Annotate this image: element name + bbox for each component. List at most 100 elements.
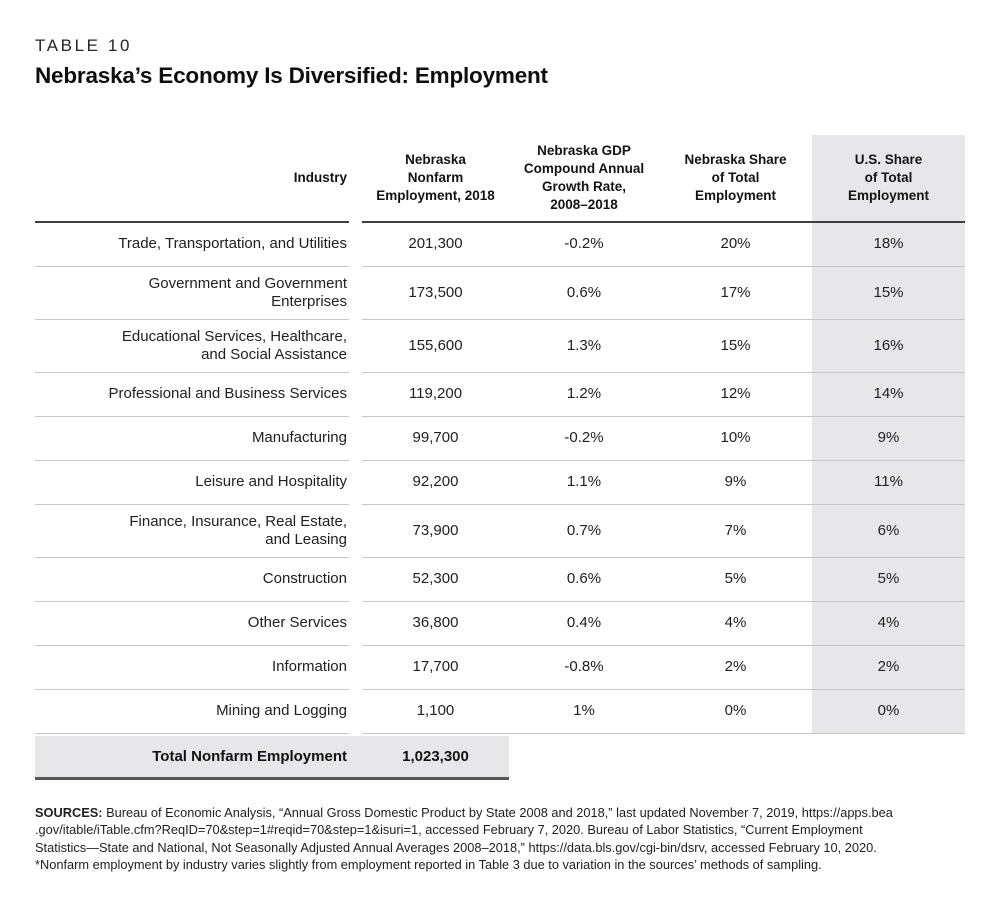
sources-line-2: .gov/itable/iTable.cfm?ReqID=70&step=1#r…: [35, 822, 863, 838]
sources-note: SOURCES: Bureau of Economic Analysis, “A…: [35, 804, 967, 873]
us-share-cell: 4%: [812, 602, 965, 645]
table-body: Trade, Transportation, and Utilities 201…: [35, 223, 965, 734]
growth-cell: 1%: [573, 702, 595, 720]
sources-label: SOURCES:: [35, 805, 103, 820]
row-data-section: 201,300 -0.2% 20% 18%: [362, 223, 965, 267]
row-data-section: 36,800 0.4% 4% 4%: [362, 602, 965, 646]
growth-cell: -0.8%: [564, 658, 604, 676]
us-share-cell: 5%: [812, 558, 965, 601]
ne-share-cell: 15%: [720, 336, 751, 354]
row-data-section: 99,700 -0.2% 10% 9%: [362, 417, 965, 461]
column-gap: [349, 461, 362, 505]
table-header-row: Industry Nebraska Nonfarm Employment, 20…: [35, 135, 965, 223]
industry-cell: Government and Government Enterprises: [35, 267, 349, 320]
row-data-section: 92,200 1.1% 9% 11%: [362, 461, 965, 505]
us-share-cell: 15%: [812, 267, 965, 319]
column-gap: [349, 505, 362, 558]
industry-cell: Finance, Insurance, Real Estate, and Lea…: [35, 505, 349, 558]
us-share-cell: 16%: [812, 320, 965, 372]
row-data-section: 119,200 1.2% 12% 14%: [362, 373, 965, 417]
industry-cell: Other Services: [35, 602, 349, 646]
column-gap: [349, 320, 362, 373]
employment-cell: 52,300: [412, 570, 459, 588]
industry-cell: Construction: [35, 558, 349, 602]
header-data-section: Nebraska Nonfarm Employment, 2018 Nebras…: [362, 135, 965, 223]
page-title: Nebraska’s Economy Is Diversified: Emplo…: [35, 63, 548, 88]
employment-cell: 201,300: [408, 235, 463, 253]
us-share-cell: 2%: [812, 646, 965, 689]
column-gap: [349, 646, 362, 690]
employment-cell: 36,800: [412, 614, 459, 632]
ne-share-cell: 12%: [720, 385, 751, 403]
employment-table: Industry Nebraska Nonfarm Employment, 20…: [35, 135, 965, 780]
growth-cell: 1.1%: [566, 473, 602, 491]
column-gap: [349, 223, 362, 267]
ne-share-cell: 20%: [720, 235, 751, 253]
col-header-growth: Nebraska GDP Compound Annual Growth Rate…: [523, 143, 645, 212]
ne-share-cell: 7%: [724, 521, 747, 539]
row-data-section: 155,600 1.3% 15% 16%: [362, 320, 965, 373]
growth-cell: 0.6%: [566, 283, 602, 301]
table-row: Finance, Insurance, Real Estate, and Lea…: [35, 505, 965, 558]
employment-cell: 173,500: [408, 283, 463, 301]
column-gap: [349, 558, 362, 602]
employment-cell: 73,900: [412, 521, 459, 539]
column-gap: [349, 602, 362, 646]
col-header-us-share: U.S. Share of Total Employment: [812, 135, 965, 221]
col-header-industry: Industry: [35, 135, 349, 223]
industry-cell: Educational Services, Healthcare, and So…: [35, 320, 349, 373]
table-row: Other Services 36,800 0.4% 4% 4%: [35, 602, 965, 646]
industry-cell: Professional and Business Services: [35, 373, 349, 417]
ne-share-cell: 4%: [724, 614, 747, 632]
sources-line-1: Bureau of Economic Analysis, “Annual Gro…: [102, 805, 893, 820]
employment-cell: 99,700: [412, 429, 459, 447]
us-share-cell: 14%: [812, 373, 965, 416]
col-header-ne-share: Nebraska Share of Total Employment: [684, 152, 787, 203]
growth-cell: 0.7%: [566, 521, 602, 539]
ne-share-cell: 9%: [724, 473, 747, 491]
table-row: Trade, Transportation, and Utilities 201…: [35, 223, 965, 267]
us-share-cell: 11%: [812, 461, 965, 504]
report-page: TABLE 10 Nebraska’s Economy Is Diversifi…: [35, 36, 967, 873]
table-row: Professional and Business Services 119,2…: [35, 373, 965, 417]
column-gap: [349, 736, 362, 777]
growth-cell: 0.4%: [566, 614, 602, 632]
column-gap: [349, 690, 362, 734]
us-share-cell: 6%: [812, 505, 965, 557]
ne-share-cell: 0%: [724, 702, 747, 720]
table-row: Leisure and Hospitality 92,200 1.1% 9% 1…: [35, 461, 965, 505]
column-gap: [349, 267, 362, 320]
industry-cell: Trade, Transportation, and Utilities: [35, 223, 349, 267]
row-data-section: 17,700 -0.8% 2% 2%: [362, 646, 965, 690]
growth-cell: -0.2%: [564, 235, 604, 253]
us-share-cell: 18%: [812, 223, 965, 266]
growth-cell: -0.2%: [564, 429, 604, 447]
row-data-section: 1,100 1% 0% 0%: [362, 690, 965, 734]
column-gap: [349, 417, 362, 461]
table-row: Educational Services, Healthcare, and So…: [35, 320, 965, 373]
ne-share-cell: 5%: [724, 570, 747, 588]
industry-cell: Leisure and Hospitality: [35, 461, 349, 505]
table-row: Information 17,700 -0.8% 2% 2%: [35, 646, 965, 690]
row-data-section: 173,500 0.6% 17% 15%: [362, 267, 965, 320]
sources-line-3: Statistics—State and National, Not Seaso…: [35, 839, 877, 855]
growth-cell: 1.3%: [566, 336, 602, 354]
total-row: Total Nonfarm Employment 1,023,300: [35, 736, 509, 780]
col-header-employment: Nebraska Nonfarm Employment, 2018: [376, 152, 495, 203]
table-number-label: TABLE 10: [35, 36, 133, 55]
growth-cell: 0.6%: [566, 570, 602, 588]
total-value: 1,023,300: [402, 748, 469, 765]
us-share-cell: 0%: [812, 690, 965, 733]
ne-share-cell: 10%: [720, 429, 751, 447]
employment-cell: 119,200: [408, 385, 463, 403]
table-row: Government and Government Enterprises 17…: [35, 267, 965, 320]
employment-cell: 17,700: [412, 658, 459, 676]
us-share-cell: 9%: [812, 417, 965, 460]
table-row: Manufacturing 99,700 -0.2% 10% 9%: [35, 417, 965, 461]
row-data-section: 52,300 0.6% 5% 5%: [362, 558, 965, 602]
industry-cell: Manufacturing: [35, 417, 349, 461]
employment-cell: 155,600: [408, 336, 463, 354]
ne-share-cell: 2%: [724, 658, 747, 676]
table-row: Construction 52,300 0.6% 5% 5%: [35, 558, 965, 602]
column-gap: [349, 135, 362, 223]
